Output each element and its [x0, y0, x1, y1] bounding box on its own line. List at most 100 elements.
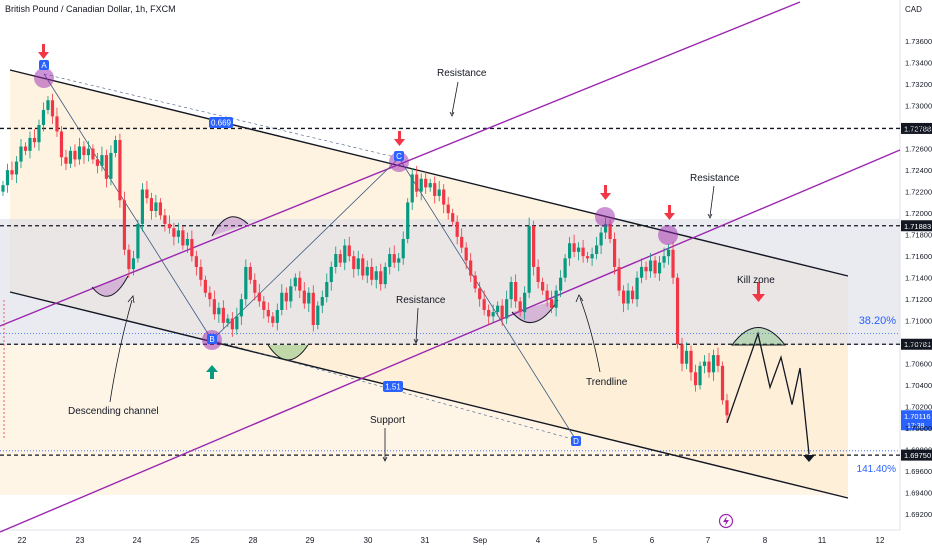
- candle-body: [383, 266, 387, 285]
- annotation-trendline: Trendline: [586, 377, 628, 388]
- candle-body: [244, 266, 248, 300]
- candle-body: [320, 297, 324, 306]
- lightning-icon[interactable]: [718, 513, 734, 529]
- candle-body: [289, 286, 293, 302]
- candle-body: [707, 361, 711, 373]
- candle-body: [720, 365, 725, 401]
- candle-body: [684, 350, 689, 364]
- candle-body: [271, 316, 275, 323]
- candle-body: [280, 292, 284, 310]
- candle-body: [50, 100, 55, 117]
- candle-body: [572, 243, 576, 252]
- horizontal-levels: [0, 127, 900, 456]
- candle-body: [221, 307, 225, 323]
- y-tick-9: 1.71800: [905, 231, 932, 240]
- annotation-resistance-right: Resistance: [690, 173, 740, 184]
- x-tick-12: 7: [706, 536, 711, 545]
- candle-body: [190, 238, 194, 257]
- y-tick-5: 1.72600: [905, 145, 932, 154]
- candle-body: [451, 213, 455, 222]
- candle-body: [527, 226, 531, 293]
- candle-body: [68, 150, 73, 164]
- price-badge-1: [901, 220, 932, 232]
- touch-circle-1: [595, 207, 615, 227]
- candle-body: [1, 185, 5, 192]
- candle-body: [347, 245, 351, 257]
- candle-body: [446, 204, 450, 214]
- candle-body: [95, 159, 100, 166]
- y-tick-0: 1.73600: [905, 37, 932, 46]
- x-tick-5: 29: [306, 536, 315, 545]
- candle-body: [199, 266, 203, 280]
- price-badge-label-4: 1.69750: [904, 451, 931, 460]
- candle-body: [608, 223, 612, 239]
- candle-body: [343, 245, 347, 263]
- candle-body: [194, 256, 198, 267]
- candle-body: [122, 200, 127, 250]
- candle-body: [392, 254, 396, 263]
- candle-body: [581, 247, 585, 257]
- swing-arc-2: [211, 216, 249, 237]
- candle-body: [329, 266, 333, 282]
- annotation-descending-channel: Descending channel: [68, 406, 159, 417]
- descending-channel-lower[interactable]: [9, 291, 849, 499]
- candle-body: [5, 170, 10, 186]
- candle-body: [505, 299, 509, 319]
- y-tick-6: 1.72400: [905, 166, 932, 175]
- purple-trendline-lower[interactable]: [0, 149, 901, 533]
- candle-body: [361, 258, 365, 276]
- touch-circle-2: [658, 225, 678, 245]
- candle-body: [415, 174, 419, 192]
- candle-body: [302, 290, 306, 304]
- x-tick-1: 23: [76, 536, 85, 545]
- candle-body: [311, 292, 315, 325]
- y-tick-15: 1.70600: [905, 360, 932, 369]
- candle-body: [478, 288, 482, 300]
- point-label-a: A: [41, 61, 47, 70]
- candle-body: [185, 238, 189, 246]
- pattern-point-labels: A B C D: [39, 60, 581, 446]
- candle-body: [257, 292, 261, 302]
- candle-body: [275, 309, 279, 323]
- candle-body: [464, 247, 468, 261]
- candle-body: [181, 230, 185, 246]
- abcd-pattern[interactable]: [43, 73, 577, 441]
- candle-body: [109, 152, 113, 179]
- candle-body: [77, 146, 82, 160]
- candle-body: [140, 189, 145, 224]
- candle-body: [104, 155, 109, 179]
- descending-channel-upper[interactable]: [9, 69, 849, 277]
- support-zone: [0, 345, 848, 495]
- candle-body: [433, 183, 437, 196]
- abcd-ratio-line-1: [43, 73, 400, 159]
- y-tick-22: 1.69200: [905, 510, 932, 519]
- candle-body: [167, 223, 171, 229]
- candle-body: [235, 316, 239, 330]
- candle-body: [487, 309, 491, 317]
- candle-body: [118, 140, 122, 201]
- price-badge-4: [901, 449, 932, 461]
- candle-body: [559, 277, 563, 291]
- price-badge-3: [901, 410, 932, 431]
- candle-body: [127, 249, 131, 270]
- candle-body: [55, 116, 59, 132]
- candle-body: [262, 301, 266, 310]
- price-badge-2: [901, 338, 932, 350]
- candle-body: [410, 174, 414, 203]
- y-tick-3: 1.73000: [905, 102, 932, 111]
- y-tick-7: 1.72200: [905, 188, 932, 197]
- x-tick-10: 5: [593, 536, 598, 545]
- candle-body: [666, 249, 671, 257]
- x-axis-ticks: 22 23 24 25 28 29 30 31 Sep 4 5 6 7 8 11 12: [18, 536, 885, 545]
- annotation-resistance-mid: Resistance: [396, 295, 446, 306]
- candle-body: [536, 266, 540, 282]
- candle-body: [455, 221, 459, 237]
- y-tick-14: 1.70800: [905, 338, 932, 347]
- y-tick-20: 1.69600: [905, 467, 932, 476]
- candle-body: [145, 189, 149, 199]
- candle-body: [32, 137, 37, 143]
- candle-body: [370, 266, 374, 280]
- y-tick-1: 1.73400: [905, 59, 932, 68]
- candle-body: [514, 281, 518, 302]
